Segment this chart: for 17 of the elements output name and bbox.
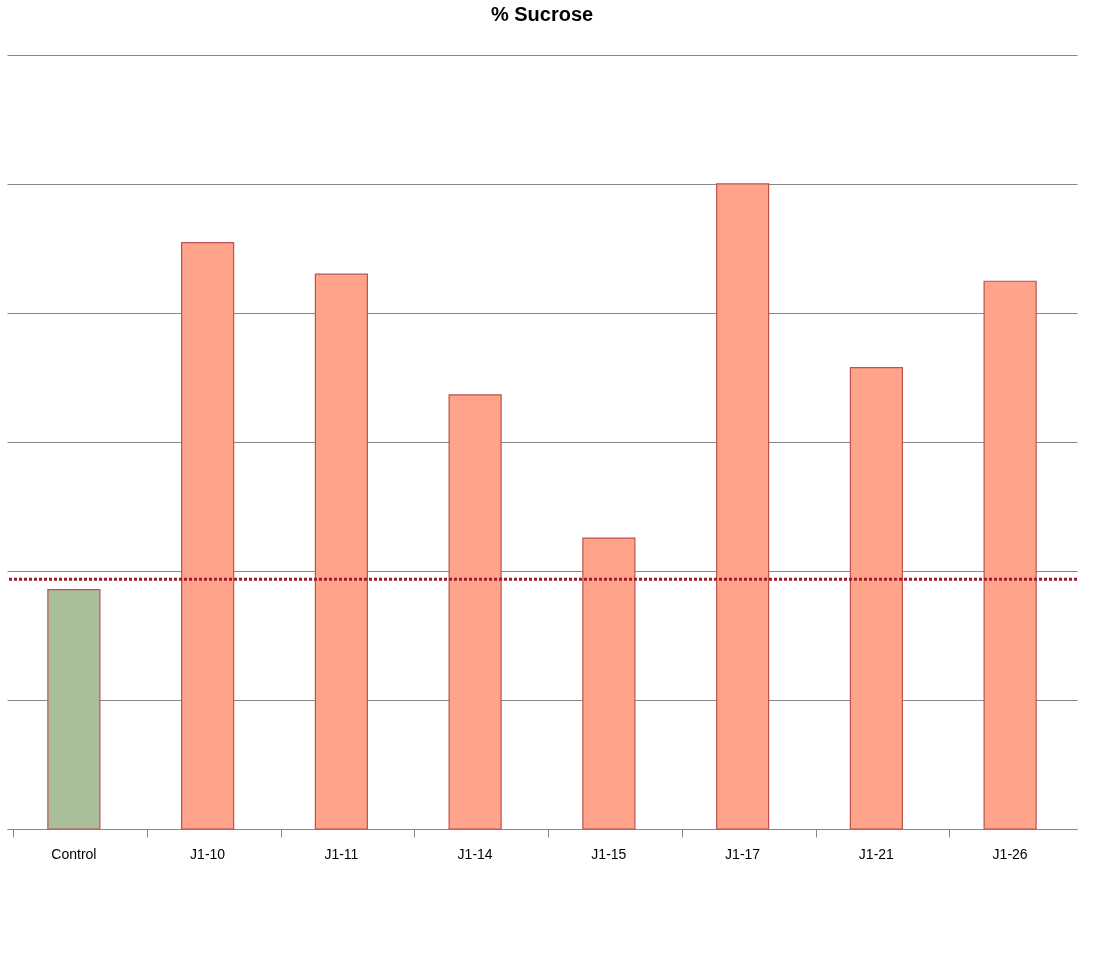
- bar: [47, 589, 101, 830]
- x-tick-label: J1-15: [591, 845, 627, 862]
- bar: [582, 537, 636, 830]
- chart-title: % Sucrose: [490, 3, 594, 25]
- x-tick-label: J1-14: [457, 845, 493, 862]
- bar: [983, 280, 1037, 830]
- bar: [716, 183, 770, 830]
- x-tick-label: J1-17: [725, 845, 761, 862]
- x-tick-label: Control: [51, 845, 97, 862]
- x-tick-label: J1-26: [992, 845, 1028, 862]
- bar: [181, 241, 235, 830]
- x-tick-label: J1-11: [324, 845, 359, 862]
- x-tick-label: J1-21: [858, 845, 895, 862]
- bar: [448, 394, 502, 830]
- bar: [314, 273, 368, 830]
- bar: [849, 367, 903, 830]
- x-tick-label: J1-10: [190, 845, 226, 862]
